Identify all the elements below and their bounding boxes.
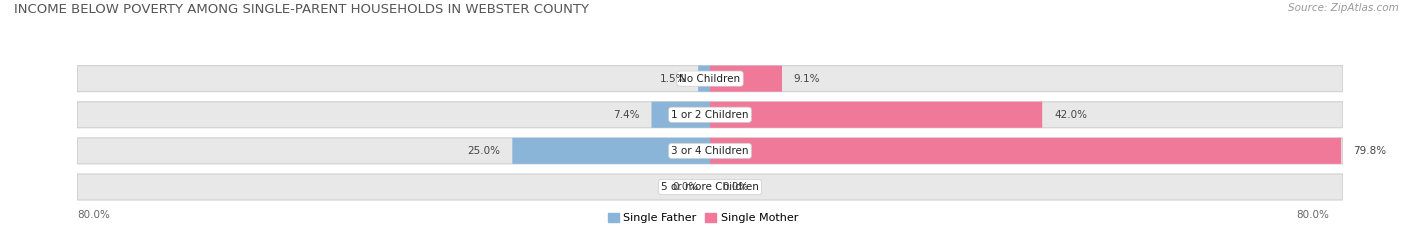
Legend: Single Father, Single Mother: Single Father, Single Mother bbox=[603, 208, 803, 227]
Text: Source: ZipAtlas.com: Source: ZipAtlas.com bbox=[1288, 3, 1399, 14]
Text: 80.0%: 80.0% bbox=[77, 210, 110, 220]
Text: No Children: No Children bbox=[679, 74, 741, 84]
Text: 5 or more Children: 5 or more Children bbox=[661, 182, 759, 192]
FancyBboxPatch shape bbox=[77, 102, 1343, 128]
Text: 7.4%: 7.4% bbox=[613, 110, 640, 120]
FancyBboxPatch shape bbox=[77, 138, 1343, 164]
Text: 79.8%: 79.8% bbox=[1353, 146, 1386, 156]
Text: 1.5%: 1.5% bbox=[659, 74, 686, 84]
FancyBboxPatch shape bbox=[77, 66, 1343, 92]
FancyBboxPatch shape bbox=[710, 102, 1042, 128]
FancyBboxPatch shape bbox=[512, 138, 710, 164]
FancyBboxPatch shape bbox=[710, 138, 1341, 164]
FancyBboxPatch shape bbox=[710, 66, 782, 92]
Text: 9.1%: 9.1% bbox=[794, 74, 820, 84]
Text: 42.0%: 42.0% bbox=[1054, 110, 1087, 120]
Text: INCOME BELOW POVERTY AMONG SINGLE-PARENT HOUSEHOLDS IN WEBSTER COUNTY: INCOME BELOW POVERTY AMONG SINGLE-PARENT… bbox=[14, 3, 589, 17]
Text: 25.0%: 25.0% bbox=[467, 146, 501, 156]
Text: 3 or 4 Children: 3 or 4 Children bbox=[671, 146, 749, 156]
Text: 0.0%: 0.0% bbox=[721, 182, 748, 192]
Text: 80.0%: 80.0% bbox=[1296, 210, 1329, 220]
Text: 0.0%: 0.0% bbox=[672, 182, 699, 192]
FancyBboxPatch shape bbox=[77, 174, 1343, 200]
Text: 1 or 2 Children: 1 or 2 Children bbox=[671, 110, 749, 120]
FancyBboxPatch shape bbox=[651, 102, 710, 128]
FancyBboxPatch shape bbox=[699, 66, 710, 92]
